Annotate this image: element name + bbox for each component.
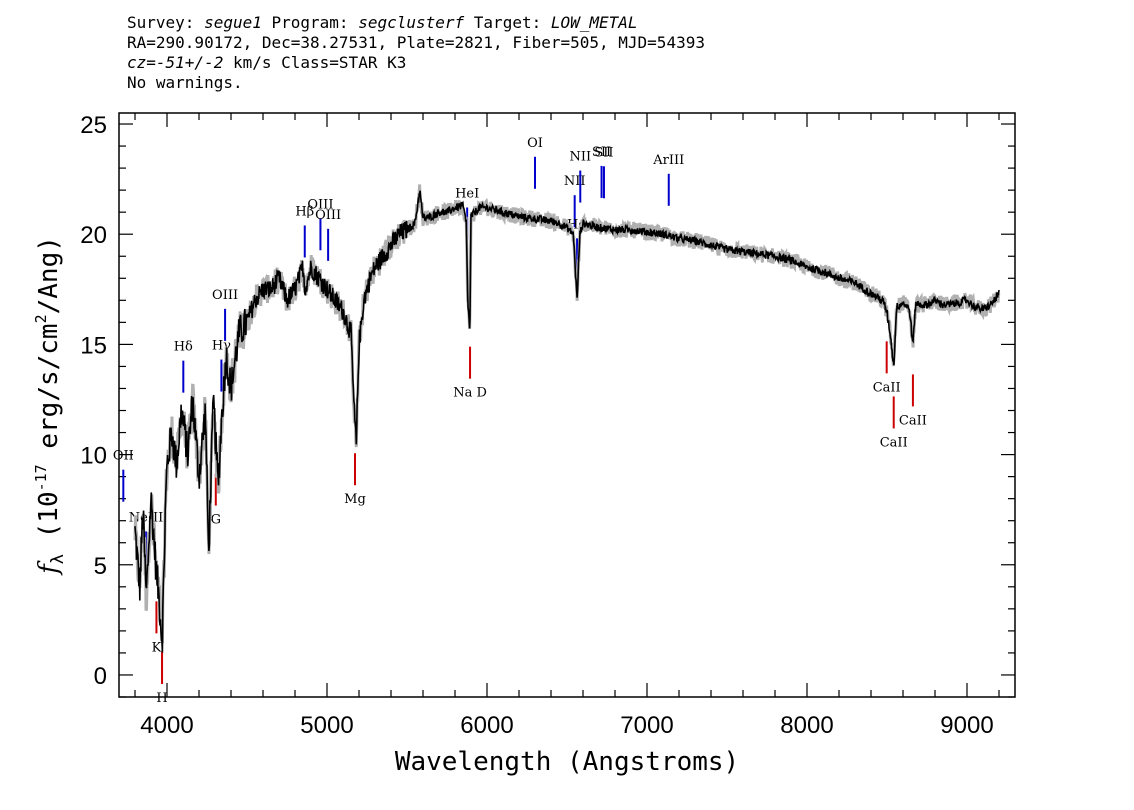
header-line-3: cz=-51+/-2 km/s Class=STAR K3 [127,53,705,73]
x-tick-label: 4000 [140,712,193,739]
program-value: segclusterf [358,13,465,32]
y-axis-label: fλ (10-17 erg/s/cm2/Ang) [32,236,68,576]
x-tick-label: 9000 [940,712,993,739]
y-tick-label: 0 [94,663,107,690]
x-tick-label: 7000 [620,712,673,739]
spectrum-line [134,190,1000,653]
header-line-2: RA=290.90172, Dec=38.27531, Plate=2821, … [127,33,705,52]
line-label: Hβ [295,204,314,219]
header-line-4: No warnings. [127,73,243,92]
x-tick-label: 8000 [780,712,833,739]
cz-label: cz [127,53,147,72]
line-label: OIII [315,208,341,223]
line-label: OIII [307,197,333,212]
line-label: SII [594,145,613,160]
y-tick-label: 15 [80,332,107,359]
line-label: Hγ [212,339,231,354]
line-label: SII [592,145,611,160]
line-label: CaII [873,380,901,395]
line-label: ArIII [652,153,684,168]
line-label: CaII [899,413,927,428]
survey-label: Survey: [127,13,205,32]
y-tick-label: 25 [80,112,107,139]
cz-value: =-51+/-2 [146,53,224,72]
line-label: Mg [344,492,366,507]
line-label: G [211,513,221,528]
line-label: K [152,640,162,655]
error-band [133,184,1001,644]
program-label: Program: [261,13,359,32]
line-label: CaII [880,435,908,450]
header-line-1: Survey: segue1 Program: segclusterf Targ… [127,13,705,33]
class-text: km/s Class=STAR K3 [223,53,407,72]
line-label: OII [113,449,134,464]
spectrum-header: Survey: segue1 Program: segclusterf Targ… [127,13,705,93]
line-label: OIII [212,288,238,303]
line-label: Hδ [174,340,193,355]
y-tick-label: 10 [80,443,107,470]
tick-labels: 4000 5000 6000 7000 8000 9000 0 5 10 15 20 25 [80,112,993,739]
line-label: Na D [453,386,487,401]
line-label: OI [527,136,543,151]
plot-frame [118,112,1016,698]
survey-value: segue1 [204,13,262,32]
line-label: NII [564,174,586,189]
line-label: NII [569,150,591,165]
x-axis-label: Wavelength (Angstroms) [395,747,739,777]
line-label: NeIII [129,510,163,525]
x-tick-label: 5000 [300,712,353,739]
y-tick-label: 5 [94,553,107,580]
line-label: HeI [455,186,479,201]
line-label: H [156,691,167,706]
x-tick-label: 6000 [460,712,513,739]
target-label: Target: [464,13,551,32]
target-value: LOW_METAL [550,13,638,32]
axis-ticks [119,113,1015,698]
y-tick-label: 20 [80,222,107,249]
